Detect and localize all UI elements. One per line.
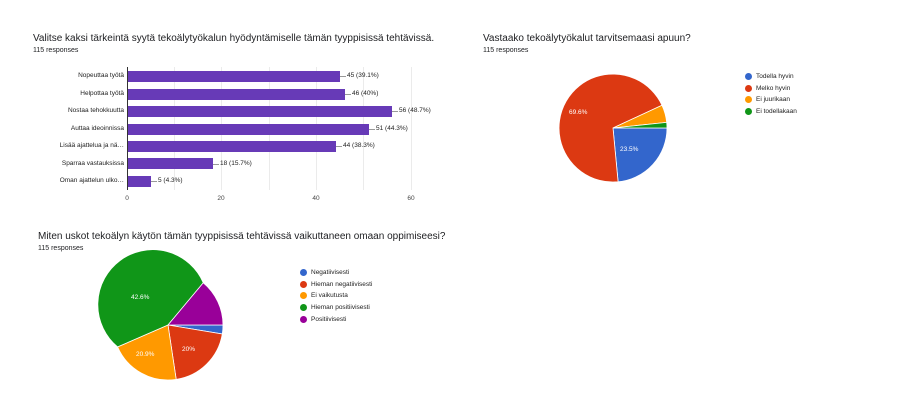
pie-slice-label: 20.9% (136, 351, 155, 358)
bar[interactable] (128, 141, 336, 152)
legend-label: Positiivisesti (311, 316, 347, 323)
pie-slice-label: 69.6% (569, 109, 588, 116)
bar-value-label: 51 (44.3%) (376, 125, 408, 132)
legend-item-positiivisesti[interactable]: Positiivisesti (300, 316, 346, 323)
bar-category-label: Oman ajattelun ulko… (59, 177, 124, 184)
bar[interactable] (128, 158, 213, 169)
legend-dot-icon (300, 281, 307, 288)
pie-slice-melko-hyvin[interactable] (558, 73, 663, 183)
x-tick-label: 40 (312, 195, 320, 202)
bar-category-label: Sparraa vastauksissa (61, 160, 124, 167)
question-title: Miten uskot tekoälyn käytön tämän tyyppi… (38, 231, 446, 242)
legend-dot-icon (745, 73, 752, 80)
pie-slice-label: 20% (182, 346, 196, 353)
bar[interactable] (128, 176, 151, 187)
x-tick-label: 0 (125, 195, 129, 202)
response-count: 115 responses (33, 47, 79, 54)
question-title: Valitse kaksi tärkeintä syytä tekoälytyö… (33, 33, 435, 44)
legend-item-melko-hyvin[interactable]: Melko hyvin (745, 85, 790, 92)
pie-slice-hieman-negatiivisesti[interactable] (167, 324, 223, 380)
legend-label: Hieman negatiivisesti (311, 281, 373, 288)
bar-category-label: Nostaa tehokkuutta (67, 107, 124, 114)
bar[interactable] (128, 71, 340, 82)
y-axis (127, 67, 128, 190)
legend-item-hieman-negatiivisesti[interactable]: Hieman negatiivisesti (300, 281, 372, 288)
bar-category-label: Lisää ajattelua ja nä… (59, 142, 124, 149)
pie-slice-label: 42.6% (131, 294, 150, 301)
legend-item-ei-juurikaan[interactable]: Ei juurikaan (745, 96, 790, 103)
x-tick-label: 20 (217, 195, 225, 202)
legend-item-negatiivisesti[interactable]: Negatiivisesti (300, 269, 349, 276)
legend-label: Negatiivisesti (311, 269, 350, 276)
pie-slice-todella-hyvin[interactable] (612, 127, 668, 183)
question-title: Vastaako tekoälytyökalut tarvitsemaasi a… (483, 33, 691, 44)
legend-label: Hieman positiivisesti (311, 304, 370, 311)
pie-slice-ei-todellakaan[interactable] (612, 121, 668, 129)
value-leader (392, 111, 398, 112)
legend-item-ei-vaikutusta[interactable]: Ei vaikutusta (300, 292, 348, 299)
legend-label: Ei juurikaan (756, 96, 790, 103)
response-count: 115 responses (38, 245, 84, 252)
value-leader (340, 76, 346, 77)
legend-dot-icon (300, 292, 307, 299)
legend-item-ei-todellakaan[interactable]: Ei todellakaan (745, 108, 797, 115)
value-leader (213, 164, 219, 165)
bar[interactable] (128, 106, 392, 117)
pie-slice-hieman-positiivisesti[interactable] (97, 249, 204, 348)
bar-value-label: 5 (4.3%) (158, 177, 183, 184)
pie-slice-positiivisesti[interactable] (167, 282, 224, 326)
bar-category-label: Auttaa ideoinnissa (70, 125, 124, 132)
bar-category-label: Helpottaa työtä (80, 90, 124, 97)
bar-value-label: 44 (38.3%) (343, 142, 375, 149)
bar-value-label: 45 (39.1%) (347, 72, 379, 79)
legend-item-todella-hyvin[interactable]: Todella hyvin (745, 73, 794, 80)
pie-slice-ei-vaikutusta[interactable] (117, 324, 177, 381)
bar-value-label: 18 (15.7%) (220, 160, 252, 167)
bar-value-label: 56 (48.7%) (399, 107, 431, 114)
pie-slice-label: 23.5% (620, 146, 639, 153)
legend-dot-icon (745, 108, 752, 115)
legend-dot-icon (745, 85, 752, 92)
legend-label: Todella hyvin (756, 73, 794, 80)
legend-label: Ei todellakaan (756, 108, 797, 115)
legend-dot-icon (300, 316, 307, 323)
bar-value-label: 46 (40%) (352, 90, 379, 97)
gridline (411, 67, 412, 190)
value-leader (151, 181, 157, 182)
bar[interactable] (128, 124, 369, 135)
legend-label: Melko hyvin (756, 85, 791, 92)
bar[interactable] (128, 89, 345, 100)
value-leader (345, 94, 351, 95)
legend-dot-icon (300, 304, 307, 311)
legend-item-hieman-positiivisesti[interactable]: Hieman positiivisesti (300, 304, 370, 311)
bar-category-label: Nopeuttaa työtä (78, 72, 124, 79)
legend-dot-icon (300, 269, 307, 276)
value-leader (336, 146, 342, 147)
legend-dot-icon (745, 96, 752, 103)
x-tick-label: 60 (407, 195, 415, 202)
value-leader (369, 129, 375, 130)
response-count: 115 responses (483, 47, 529, 54)
legend-label: Ei vaikutusta (311, 292, 348, 299)
